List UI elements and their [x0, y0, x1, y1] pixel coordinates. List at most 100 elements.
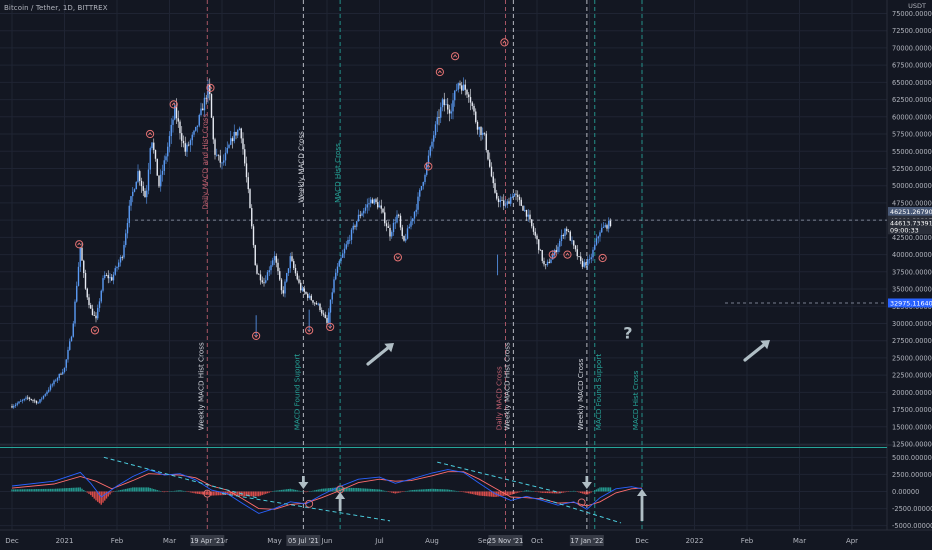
- histogram-bar: [188, 491, 190, 493]
- peak-marker: [563, 250, 572, 259]
- histogram-bar: [107, 491, 109, 497]
- candle-body: [237, 130, 239, 136]
- candle-body: [245, 163, 248, 178]
- candle-body: [175, 105, 178, 119]
- histogram-bar: [436, 488, 438, 492]
- histogram-bar: [581, 491, 584, 494]
- candle-body: [168, 136, 171, 147]
- histogram-bar: [515, 491, 517, 494]
- candle-body: [564, 228, 566, 236]
- candle-body: [396, 214, 398, 223]
- candle-body: [321, 310, 323, 314]
- histogram-bar: [387, 491, 389, 492]
- histogram-bar: [81, 488, 83, 492]
- histogram-bar: [531, 491, 533, 492]
- histogram-bar: [354, 487, 356, 492]
- candle-body: [513, 193, 515, 197]
- candle-body: [263, 282, 265, 284]
- histogram-bar: [135, 487, 137, 492]
- candle-body: [406, 228, 409, 239]
- histogram-bar: [350, 487, 353, 492]
- candle-body: [242, 138, 244, 150]
- histogram-bar: [550, 491, 552, 494]
- histogram-bar: [466, 491, 468, 493]
- histogram-bar: [305, 491, 307, 493]
- candle-body: [464, 84, 466, 90]
- peak-marker: [75, 240, 84, 249]
- candle-body: [595, 238, 598, 245]
- histogram-bar: [48, 488, 50, 492]
- candle-body: [494, 183, 496, 193]
- candle-body: [522, 205, 524, 211]
- histogram-bar: [184, 491, 186, 492]
- arrow-head: [384, 343, 394, 353]
- price-tick-label: 37500.00000: [892, 268, 932, 276]
- candle-body: [226, 147, 228, 153]
- histogram-bar: [207, 491, 209, 496]
- histogram-bar: [216, 491, 218, 496]
- candle-body: [58, 373, 60, 379]
- histogram-bar: [363, 488, 365, 492]
- histogram-bar: [35, 489, 38, 492]
- candle-body: [606, 225, 608, 229]
- histogram-bar: [476, 491, 479, 496]
- candle-body: [510, 197, 512, 204]
- histogram-bar: [191, 491, 193, 493]
- histogram-bar: [214, 491, 216, 496]
- trough-marker-arrow: [92, 329, 97, 333]
- candle-body: [130, 196, 132, 206]
- candle-body: [163, 160, 165, 171]
- candle-body: [247, 177, 249, 190]
- guide-label: MACD Found Support: [594, 354, 603, 431]
- histogram-bar: [119, 490, 122, 492]
- candle-body: [347, 239, 349, 245]
- candle-body: [196, 125, 199, 127]
- arrow-shaft: [366, 346, 390, 366]
- candle-body: [420, 185, 423, 191]
- candle-body: [594, 244, 596, 250]
- candle-body: [359, 214, 361, 216]
- histogram-bar: [562, 491, 564, 493]
- guide-label: Weekly MACD Cross: [576, 358, 585, 430]
- candle-body: [609, 220, 612, 227]
- candle-body: [527, 214, 529, 217]
- histogram-bar: [426, 489, 428, 492]
- time-tick-label: May: [267, 537, 281, 545]
- histogram-bar: [147, 487, 150, 492]
- histogram-bar: [457, 491, 459, 492]
- histogram-bar: [177, 490, 179, 492]
- candle-body: [114, 268, 116, 275]
- candle-body: [270, 265, 272, 271]
- macd-pane[interactable]: [11, 456, 647, 524]
- date-label-text: 25 Nov '21: [488, 537, 524, 545]
- candle-body: [32, 399, 34, 401]
- histogram-bar: [114, 491, 116, 492]
- candle-body: [189, 140, 192, 145]
- histogram-bar: [445, 489, 447, 492]
- candle-body: [483, 132, 486, 134]
- candle-body: [361, 213, 363, 216]
- histogram-bar: [419, 489, 421, 492]
- histogram-bar: [366, 488, 368, 492]
- histogram-bar: [39, 488, 41, 492]
- price-tick-label: 15000.00000: [892, 423, 932, 431]
- guide-labels: Daily MACD and Hist Cross Weekly MACD His…: [196, 113, 640, 430]
- candle-body: [415, 209, 417, 212]
- candle-body: [324, 314, 326, 318]
- histogram-bar: [221, 491, 223, 496]
- histogram-bar: [576, 491, 578, 492]
- candle-body: [121, 257, 123, 258]
- candle-body: [140, 180, 143, 187]
- candle-body: [580, 256, 582, 261]
- candle-body: [448, 109, 451, 114]
- candle-body: [443, 99, 445, 106]
- guide-label: Weekly MACD Hist Cross: [196, 342, 205, 430]
- candle-body: [335, 272, 337, 280]
- histogram-bar: [480, 491, 482, 496]
- histogram-bar: [30, 489, 32, 492]
- price-candles[interactable]: [11, 77, 612, 409]
- price-tick-label: 62500.00000: [892, 96, 932, 104]
- histogram-bar: [174, 490, 176, 492]
- histogram-bar: [394, 491, 396, 494]
